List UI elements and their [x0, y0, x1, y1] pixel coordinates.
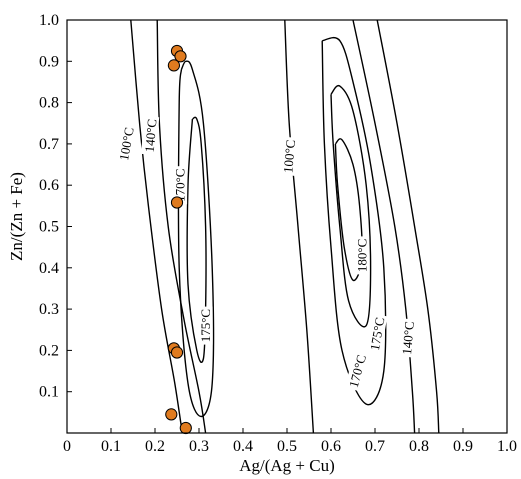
isotherm-line [376, 19, 440, 434]
isotherm-label-background [344, 350, 370, 392]
x-tick-label: 0.3 [189, 438, 209, 455]
isotherm-line [130, 19, 183, 434]
isotherm-label-background [279, 136, 298, 176]
isotherm-label-text: 170°C [346, 353, 369, 389]
y-tick-label: 0.5 [39, 219, 59, 236]
x-tick-label: 0 [63, 438, 71, 455]
isotherm-label-background [172, 166, 188, 205]
x-tick-label: 0.6 [321, 438, 341, 455]
isotherm-label-text: 100°C [280, 139, 298, 174]
isotherm-label-text: 175°C [198, 309, 213, 342]
x-tick-label: 0.2 [145, 438, 165, 455]
y-tick-label: 0.6 [39, 177, 59, 194]
x-axis-ticks: 0 0.1 0.2 0.3 0.4 0.5 0.6 0.7 0.8 0.9 1.0 [63, 428, 517, 455]
isotherm-line [156, 19, 207, 434]
x-tick-label: 1.0 [497, 438, 517, 455]
isotherm-line [284, 19, 315, 434]
isotherm-label-text: 100°C [116, 126, 137, 161]
x-tick-label: 0.9 [453, 438, 473, 455]
data-point [165, 408, 178, 421]
isotherm-label: 100°C [115, 123, 137, 164]
isotherm-line [177, 60, 215, 418]
x-tick-label: 0.7 [365, 438, 385, 455]
isotherm-label: 140°C [398, 318, 417, 358]
data-point [174, 50, 187, 63]
y-tick-label: 0.7 [39, 136, 59, 153]
isotherm-label-text: 175°C [367, 316, 388, 351]
x-tick-label: 0.5 [277, 438, 297, 455]
data-point [167, 59, 180, 72]
y-axis-title: Zn/(Zn + Fe) [7, 172, 26, 261]
y-axis-ticks: 0.1 0.2 0.3 0.4 0.5 0.6 0.7 0.8 0.9 1.0 [39, 12, 72, 401]
y-tick-label: 0.3 [39, 301, 59, 318]
isotherm-label-background [353, 236, 369, 275]
data-point [170, 196, 184, 209]
y-tick-label: 1.0 [39, 12, 59, 29]
isotherm-label: 180°C [353, 236, 369, 275]
isotherm-line [352, 19, 416, 434]
isotherm-label-background [366, 313, 388, 354]
isotherm-label: 170°C [172, 166, 188, 205]
isotherm-line [330, 84, 372, 328]
isotherm-label-text: 140°C [142, 118, 160, 153]
isotherm-label-background [115, 123, 137, 164]
x-axis-title: Ag/(Ag + Cu) [239, 456, 335, 475]
isotherm-lines [130, 19, 440, 434]
isotherm-label-background [197, 306, 213, 345]
isotherm-label-background [140, 115, 160, 156]
isotherm-labels: 100°C 140°C170°C175°C100°C180°C175°C170°C… [115, 115, 417, 392]
isotherm-line [321, 36, 387, 406]
data-point [179, 421, 192, 435]
data-points [165, 44, 192, 435]
x-tick-label: 0.4 [233, 438, 253, 455]
isotherm-label: 100°C [279, 136, 298, 176]
x-tick-label: 0.1 [101, 438, 121, 455]
isotherm-label: 175°C [197, 306, 213, 345]
y-tick-label: 0.4 [39, 260, 59, 277]
y-tick-label: 0.2 [39, 342, 59, 359]
isotherm-label-text: 170°C [173, 169, 188, 202]
isotherm-label: 175°C [366, 313, 388, 354]
isotherm-label-text: 180°C [354, 239, 369, 272]
isotherm-label-text: 140°C [399, 321, 417, 356]
y-tick-label: 0.1 [39, 384, 59, 401]
isotherm-label-background [398, 318, 417, 358]
x-tick-label: 0.8 [409, 438, 429, 455]
y-tick-label: 0.9 [39, 53, 59, 70]
data-point [170, 346, 184, 359]
y-tick-label: 0.8 [39, 95, 59, 112]
isotherm-label: 140°C [140, 115, 160, 156]
